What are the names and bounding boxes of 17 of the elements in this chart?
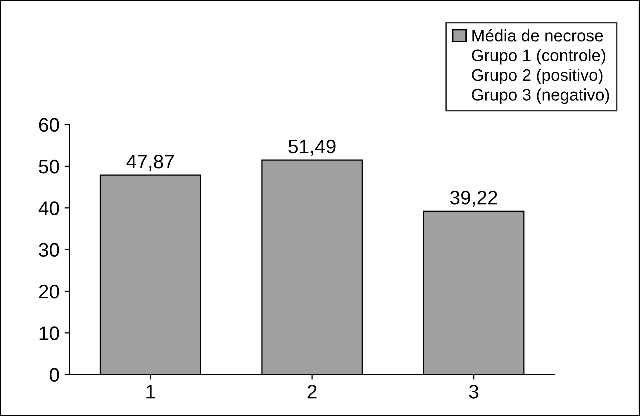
text: Grupo 1 (controle) [472, 49, 606, 65]
y-tick-label: 60 [39, 118, 60, 132]
y-tick-label: 10 [40, 326, 60, 340]
legend-label: Média de necrose [472, 29, 604, 42]
data-label: 39,22 [450, 191, 498, 208]
y-tick-label: 50 [39, 160, 60, 174]
text: Grupo 2 (positivo) [472, 68, 603, 85]
x-tick-label: 2 [308, 385, 317, 399]
y-tick-label: 30 [39, 243, 60, 258]
y-tick-label: 20 [39, 284, 60, 299]
text: Grupo 3 (negativo) [472, 88, 610, 104]
y-tick-label: 0 [50, 368, 60, 382]
data-label: 47,87 [126, 154, 174, 172]
data-label: 51,49 [288, 140, 336, 156]
x-tick-label: 3 [469, 385, 479, 399]
x-tick-label: 1 [146, 385, 156, 399]
y-tick-label: 40 [38, 202, 60, 216]
